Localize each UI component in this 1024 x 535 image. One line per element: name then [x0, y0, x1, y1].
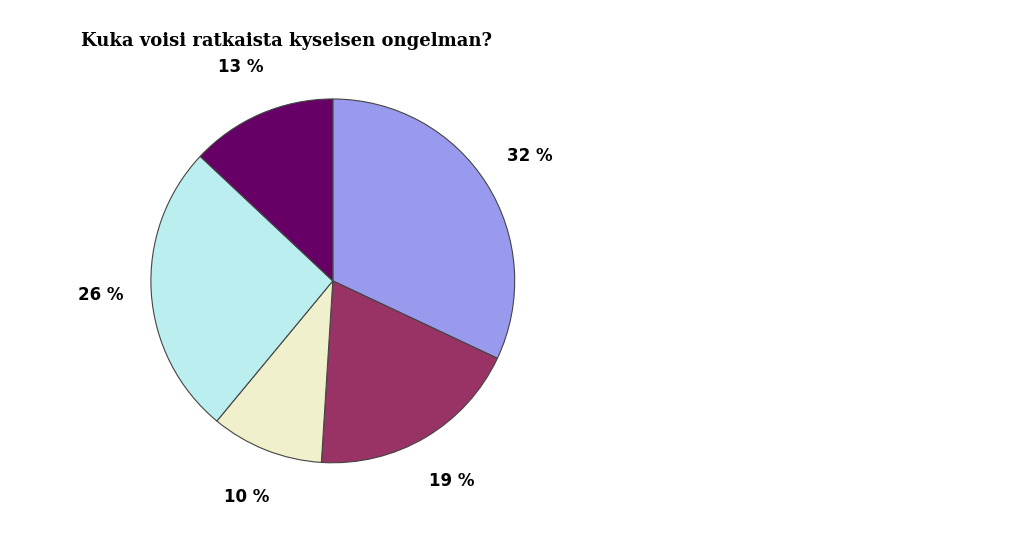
Text: 32 %: 32 %: [507, 147, 552, 165]
Wedge shape: [333, 99, 515, 358]
Text: Kuka voisi ratkaista kyseisen ongelman?: Kuka voisi ratkaista kyseisen ongelman?: [81, 32, 493, 50]
Legend: Teknologiayritys 1, Kuljetusyritys, Teknologiayritys 2, Kuljettaja, Asiakas: Teknologiayritys 1, Kuljetusyritys, Tekn…: [641, 190, 843, 345]
Text: 10 %: 10 %: [224, 488, 269, 506]
Wedge shape: [322, 281, 498, 463]
Text: 26 %: 26 %: [78, 287, 123, 304]
Text: 13 %: 13 %: [217, 58, 263, 76]
Wedge shape: [217, 281, 333, 462]
Wedge shape: [151, 156, 333, 421]
Text: 19 %: 19 %: [429, 472, 474, 490]
Wedge shape: [201, 99, 333, 281]
